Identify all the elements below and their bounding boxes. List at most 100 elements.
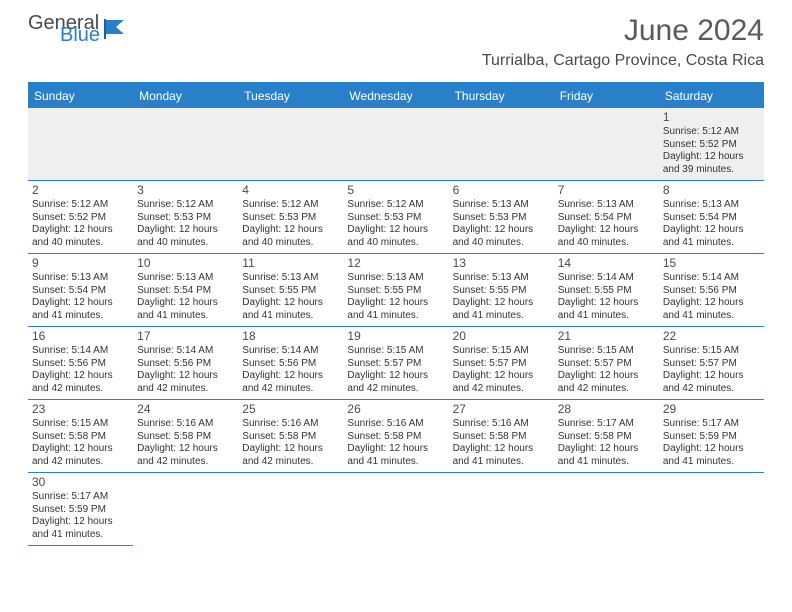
empty-day-cell: [554, 108, 659, 180]
day-info-line: Daylight: 12 hours: [347, 224, 444, 237]
day-info-line: Daylight: 12 hours: [242, 443, 339, 456]
day-info-line: Sunset: 5:57 PM: [558, 358, 655, 371]
day-info-line: Sunset: 5:58 PM: [453, 431, 550, 444]
day-info-line: Sunrise: 5:13 AM: [453, 272, 550, 285]
day-number: 4: [242, 183, 339, 198]
day-info-line: and 42 minutes.: [242, 383, 339, 396]
day-cell: 14Sunrise: 5:14 AMSunset: 5:55 PMDayligh…: [554, 254, 659, 326]
weekday-header: Wednesday: [343, 84, 448, 108]
day-number: 28: [558, 402, 655, 417]
day-info-line: Sunset: 5:53 PM: [137, 212, 234, 225]
day-info-line: and 40 minutes.: [558, 237, 655, 250]
day-info-line: Sunrise: 5:12 AM: [347, 199, 444, 212]
day-info-line: Daylight: 12 hours: [558, 224, 655, 237]
day-cell: 29Sunrise: 5:17 AMSunset: 5:59 PMDayligh…: [659, 400, 764, 472]
day-info-line: and 41 minutes.: [32, 529, 129, 542]
day-info-line: Sunset: 5:52 PM: [32, 212, 129, 225]
week-row: 16Sunrise: 5:14 AMSunset: 5:56 PMDayligh…: [28, 327, 764, 400]
day-info-line: and 40 minutes.: [242, 237, 339, 250]
day-info-line: Sunrise: 5:14 AM: [242, 345, 339, 358]
location-subtitle: Turrialba, Cartago Province, Costa Rica: [482, 52, 764, 70]
day-info-line: and 40 minutes.: [137, 237, 234, 250]
day-info-line: Sunset: 5:54 PM: [663, 212, 760, 225]
day-info-line: and 41 minutes.: [137, 310, 234, 323]
day-info-line: Sunset: 5:56 PM: [663, 285, 760, 298]
day-cell: 2Sunrise: 5:12 AMSunset: 5:52 PMDaylight…: [28, 181, 133, 253]
day-info-line: and 42 minutes.: [558, 383, 655, 396]
day-info-line: and 41 minutes.: [558, 456, 655, 469]
day-number: 16: [32, 329, 129, 344]
day-info-line: Daylight: 12 hours: [558, 297, 655, 310]
day-cell: 23Sunrise: 5:15 AMSunset: 5:58 PMDayligh…: [28, 400, 133, 472]
day-cell: 7Sunrise: 5:13 AMSunset: 5:54 PMDaylight…: [554, 181, 659, 253]
day-info-line: and 42 minutes.: [32, 383, 129, 396]
day-info-line: Sunset: 5:53 PM: [347, 212, 444, 225]
day-info-line: Sunrise: 5:13 AM: [663, 199, 760, 212]
day-info-line: and 41 minutes.: [347, 456, 444, 469]
day-number: 8: [663, 183, 760, 198]
day-info-line: Daylight: 12 hours: [347, 370, 444, 383]
day-number: 18: [242, 329, 339, 344]
day-info-line: Daylight: 12 hours: [137, 443, 234, 456]
day-info-line: and 39 minutes.: [663, 164, 760, 177]
day-cell: 16Sunrise: 5:14 AMSunset: 5:56 PMDayligh…: [28, 327, 133, 399]
day-info-line: Sunrise: 5:16 AM: [453, 418, 550, 431]
day-cell: 4Sunrise: 5:12 AMSunset: 5:53 PMDaylight…: [238, 181, 343, 253]
day-info-line: Sunrise: 5:12 AM: [242, 199, 339, 212]
day-info-line: Sunset: 5:55 PM: [558, 285, 655, 298]
day-cell: 3Sunrise: 5:12 AMSunset: 5:53 PMDaylight…: [133, 181, 238, 253]
day-info-line: Sunset: 5:52 PM: [663, 139, 760, 152]
day-info-line: Sunrise: 5:12 AM: [663, 126, 760, 139]
day-cell: 28Sunrise: 5:17 AMSunset: 5:58 PMDayligh…: [554, 400, 659, 472]
day-cell: 8Sunrise: 5:13 AMSunset: 5:54 PMDaylight…: [659, 181, 764, 253]
day-info-line: Daylight: 12 hours: [453, 224, 550, 237]
day-info-line: Daylight: 12 hours: [137, 370, 234, 383]
day-info-line: Sunrise: 5:13 AM: [32, 272, 129, 285]
day-cell: 26Sunrise: 5:16 AMSunset: 5:58 PMDayligh…: [343, 400, 448, 472]
day-info-line: Daylight: 12 hours: [32, 370, 129, 383]
day-number: 11: [242, 256, 339, 271]
day-number: 6: [453, 183, 550, 198]
day-number: 14: [558, 256, 655, 271]
day-info-line: and 41 minutes.: [32, 310, 129, 323]
day-cell: 19Sunrise: 5:15 AMSunset: 5:57 PMDayligh…: [343, 327, 448, 399]
logo-word-blue: Blue: [60, 26, 100, 44]
empty-day-cell: [133, 473, 238, 546]
day-cell: 30Sunrise: 5:17 AMSunset: 5:59 PMDayligh…: [28, 473, 133, 546]
day-info-line: Daylight: 12 hours: [137, 297, 234, 310]
weekday-header: Tuesday: [238, 84, 343, 108]
day-info-line: Sunset: 5:55 PM: [453, 285, 550, 298]
day-cell: 10Sunrise: 5:13 AMSunset: 5:54 PMDayligh…: [133, 254, 238, 326]
weekday-header: Monday: [133, 84, 238, 108]
day-info-line: Sunset: 5:58 PM: [242, 431, 339, 444]
day-info-line: Daylight: 12 hours: [453, 443, 550, 456]
day-info-line: and 40 minutes.: [32, 237, 129, 250]
day-info-line: Daylight: 12 hours: [453, 370, 550, 383]
empty-day-cell: [343, 473, 448, 546]
day-info-line: Sunset: 5:54 PM: [558, 212, 655, 225]
day-number: 12: [347, 256, 444, 271]
day-cell: 24Sunrise: 5:16 AMSunset: 5:58 PMDayligh…: [133, 400, 238, 472]
day-info-line: Sunrise: 5:13 AM: [453, 199, 550, 212]
day-info-line: Sunset: 5:59 PM: [32, 504, 129, 517]
day-info-line: Sunrise: 5:12 AM: [32, 199, 129, 212]
day-info-line: Sunrise: 5:12 AM: [137, 199, 234, 212]
day-info-line: Sunset: 5:57 PM: [453, 358, 550, 371]
day-number: 7: [558, 183, 655, 198]
day-number: 24: [137, 402, 234, 417]
day-info-line: and 42 minutes.: [453, 383, 550, 396]
day-info-line: Daylight: 12 hours: [32, 297, 129, 310]
day-info-line: Sunrise: 5:14 AM: [558, 272, 655, 285]
day-info-line: Sunset: 5:57 PM: [663, 358, 760, 371]
day-info-line: Sunset: 5:56 PM: [137, 358, 234, 371]
day-info-line: and 41 minutes.: [663, 237, 760, 250]
day-info-line: Daylight: 12 hours: [242, 370, 339, 383]
week-row: 2Sunrise: 5:12 AMSunset: 5:52 PMDaylight…: [28, 181, 764, 254]
day-cell: 13Sunrise: 5:13 AMSunset: 5:55 PMDayligh…: [449, 254, 554, 326]
day-info-line: and 41 minutes.: [663, 456, 760, 469]
day-number: 9: [32, 256, 129, 271]
day-info-line: Sunrise: 5:13 AM: [242, 272, 339, 285]
day-info-line: Sunrise: 5:13 AM: [558, 199, 655, 212]
day-info-line: Sunrise: 5:15 AM: [347, 345, 444, 358]
day-cell: 18Sunrise: 5:14 AMSunset: 5:56 PMDayligh…: [238, 327, 343, 399]
